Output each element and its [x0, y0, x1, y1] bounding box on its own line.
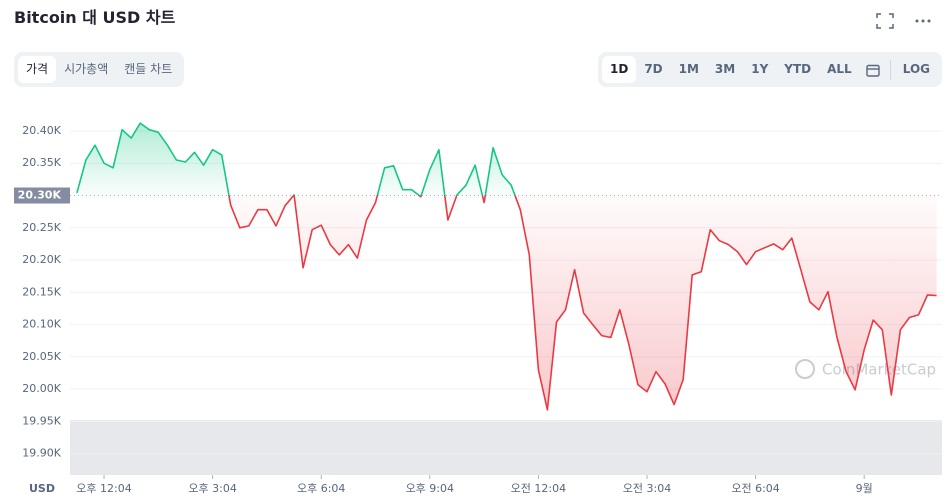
x-tick-label: 오전 12:04 [511, 482, 566, 495]
y-tick-label: 20.40K [22, 124, 61, 137]
x-tick-label: 오후 3:04 [188, 482, 236, 495]
watermark-logo [795, 359, 815, 379]
y-tick-label: 20.15K [22, 285, 61, 298]
x-tick-label: 오전 6:04 [731, 482, 779, 495]
chart-title: Bitcoin 대 USD 차트 [14, 8, 176, 27]
view-tab[interactable]: 캔들 차트 [124, 62, 173, 76]
x-tick-label: 오전 3:04 [623, 482, 671, 495]
price-line [76, 122, 937, 411]
y-unit-label: USD [29, 482, 55, 495]
range-tab[interactable]: 1D [602, 56, 637, 83]
divider [889, 59, 891, 80]
baseline-label-bg [14, 187, 70, 204]
more-icon[interactable] [915, 19, 931, 23]
y-tick-label: 20.10K [22, 318, 61, 331]
range-tab[interactable]: 7D [644, 62, 663, 76]
x-tick-label: 오후 6:04 [297, 482, 345, 495]
range-tab[interactable]: ALL [827, 62, 852, 76]
range-tab[interactable]: YTD [784, 62, 812, 76]
baseline-label: 20.30K [18, 189, 62, 202]
range-tab[interactable]: 3M [714, 62, 736, 76]
volume-band [70, 420, 942, 475]
expand-icon[interactable] [876, 13, 894, 29]
calendar-icon [866, 64, 880, 77]
view-tabs: 가격 시가총액 캔들 차트 [14, 52, 185, 87]
calendar-button[interactable] [860, 56, 886, 83]
log-toggle[interactable]: LOG [902, 62, 930, 76]
x-tick-label: 오후 12:04 [76, 482, 131, 495]
x-tick-label: 오후 9:04 [406, 482, 454, 495]
area-fill [76, 123, 937, 410]
y-tick-label: 20.25K [22, 221, 61, 234]
y-tick-label: 20.00K [22, 382, 61, 395]
range-tab[interactable]: 1M [678, 62, 699, 76]
y-tick-label: 20.05K [22, 350, 61, 363]
y-tick-label: 20.20K [22, 253, 61, 266]
x-tick-label: 9월 [856, 482, 873, 495]
view-tab[interactable]: 시가총액 [64, 62, 109, 76]
watermark: CoinMarketCap [822, 361, 936, 379]
range-tabs: 1D 7D 1M 3M 1Y YTD ALL LOG [598, 52, 942, 87]
view-tab[interactable]: 가격 [18, 56, 57, 83]
y-tick-label: 19.95K [22, 414, 61, 427]
y-tick-label: 20.35K [22, 156, 61, 169]
range-tab[interactable]: 1Y [751, 62, 769, 76]
y-tick-label: 19.90K [22, 447, 61, 460]
